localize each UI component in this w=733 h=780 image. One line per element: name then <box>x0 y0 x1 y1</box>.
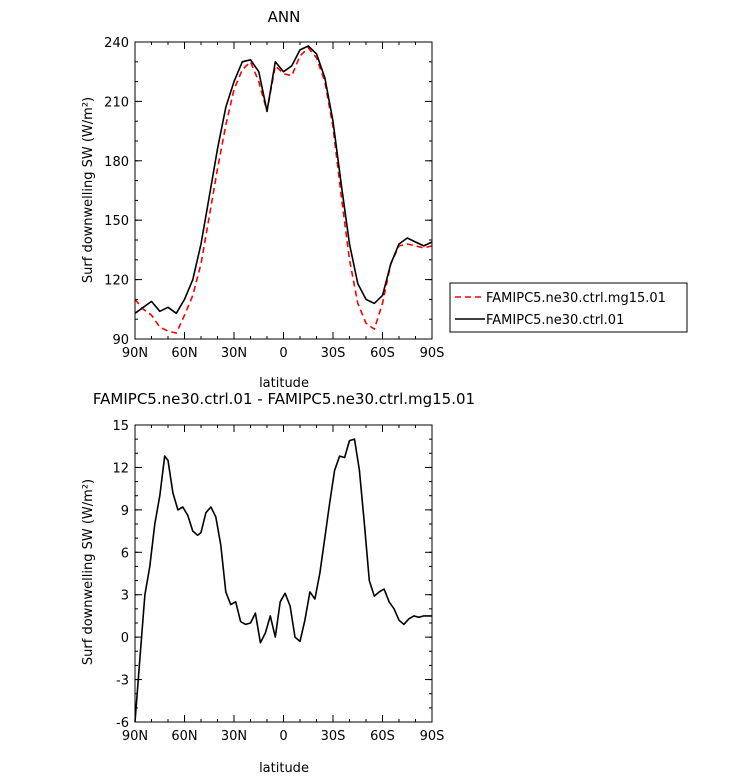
top-chart-title: ANN <box>268 8 301 26</box>
bottom-x-tick-label: 0 <box>279 729 287 744</box>
top-y-tick-label: 180 <box>104 155 129 170</box>
bottom-y-tick-label: 3 <box>121 589 129 604</box>
bottom-x-tick-label: 90N <box>122 729 148 744</box>
bottom-x-axis-label: latitude <box>259 761 309 776</box>
top-panel: ANN latitude Surf downwelling SW (W/m²) … <box>81 8 444 391</box>
top-y-tick-label: 210 <box>104 95 129 110</box>
top-x-tick-label: 0 <box>279 346 287 361</box>
bottom-x-tick-label: 30N <box>221 729 247 744</box>
bottom-y-tick-label: -3 <box>116 674 129 689</box>
bottom-y-tick-label: 0 <box>121 631 129 646</box>
top-x-tick-label: 90N <box>122 346 148 361</box>
top-y-tick-label: 120 <box>104 274 129 289</box>
top-x-tick-label: 90S <box>420 346 445 361</box>
top-y-tick-label: 150 <box>104 214 129 229</box>
top-y-axis-label: Surf downwelling SW (W/m²) <box>81 97 96 283</box>
bottom-y-tick-label: 9 <box>121 504 129 519</box>
top-x-tick-label: 60N <box>171 346 197 361</box>
bottom-y-axis-label: Surf downwelling SW (W/m²) <box>81 479 96 665</box>
legend-box <box>449 282 688 333</box>
legend-label-mg15: FAMIPC5.ne30.ctrl.mg15.01 <box>486 291 666 306</box>
top-series-line-1 <box>134 45 433 315</box>
top-plot-frame <box>134 41 433 340</box>
legend: FAMIPC5.ne30.ctrl.mg15.01 FAMIPC5.ne30.c… <box>449 282 688 333</box>
bottom-x-tick-label: 90S <box>420 729 445 744</box>
bottom-y-tick-label: 6 <box>121 546 129 561</box>
top-x-tick-label: 60S <box>370 346 395 361</box>
bottom-y-tick-label: 12 <box>112 461 129 476</box>
bottom-y-tick-label: 15 <box>112 419 129 434</box>
top-x-tick-label: 30S <box>321 346 346 361</box>
bottom-series-line-0 <box>134 438 432 723</box>
bottom-plot-frame <box>134 424 433 723</box>
top-y-tick-label: 240 <box>104 36 129 51</box>
bottom-y-tick-label: -6 <box>116 716 129 731</box>
bottom-x-tick-label: 60S <box>370 729 395 744</box>
legend-label-ctrl: FAMIPC5.ne30.ctrl.01 <box>486 313 624 328</box>
bottom-chart-title: FAMIPC5.ne30.ctrl.01 - FAMIPC5.ne30.ctrl… <box>93 390 475 408</box>
bottom-x-tick-label: 30S <box>321 729 346 744</box>
top-x-axis-label: latitude <box>259 376 309 391</box>
bottom-x-tick-label: 60N <box>171 729 197 744</box>
top-x-tick-label: 30N <box>221 346 247 361</box>
top-y-tick-label: 90 <box>112 333 129 348</box>
bottom-panel: FAMIPC5.ne30.ctrl.01 - FAMIPC5.ne30.ctrl… <box>81 390 475 776</box>
top-series-line-0 <box>134 47 433 334</box>
